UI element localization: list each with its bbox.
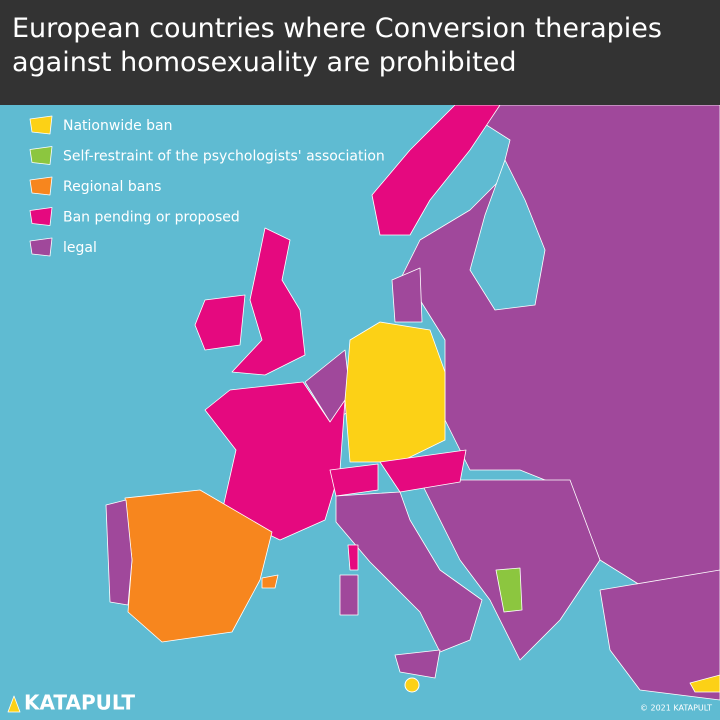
country [261, 574, 279, 589]
brand-icon [7, 695, 21, 713]
country [335, 491, 483, 653]
country [194, 294, 246, 351]
country [105, 499, 133, 606]
country [231, 227, 306, 376]
legend-swatch [29, 115, 53, 135]
header: European countries where Conversion ther… [0, 0, 720, 105]
legend-swatch [29, 176, 53, 196]
country [339, 574, 359, 616]
country [394, 649, 441, 679]
legend-label: Nationwide ban [63, 118, 173, 134]
legend-swatch [29, 237, 53, 257]
country [204, 381, 346, 541]
country [689, 674, 720, 693]
legend: Nationwide ban Self-restraint of the psyc… [29, 115, 385, 257]
credit: © 2021 KATAPULT [640, 704, 712, 713]
legend-label: legal [63, 240, 97, 256]
baltic-sea [469, 159, 546, 311]
legend-label: Self-restraint of the psychologists' ass… [63, 149, 385, 165]
legend-label: Regional bans [63, 179, 161, 195]
country [391, 267, 423, 323]
country [347, 544, 359, 571]
country [329, 463, 379, 497]
legend-swatch [29, 146, 53, 165]
country [495, 567, 523, 613]
country [379, 449, 467, 493]
country [599, 569, 720, 701]
brand: KATAPULT [24, 691, 135, 715]
legend-swatch [29, 207, 53, 226]
country [371, 104, 501, 236]
country [404, 677, 420, 693]
country [344, 321, 446, 463]
legend-label: Ban pending or proposed [63, 210, 240, 226]
